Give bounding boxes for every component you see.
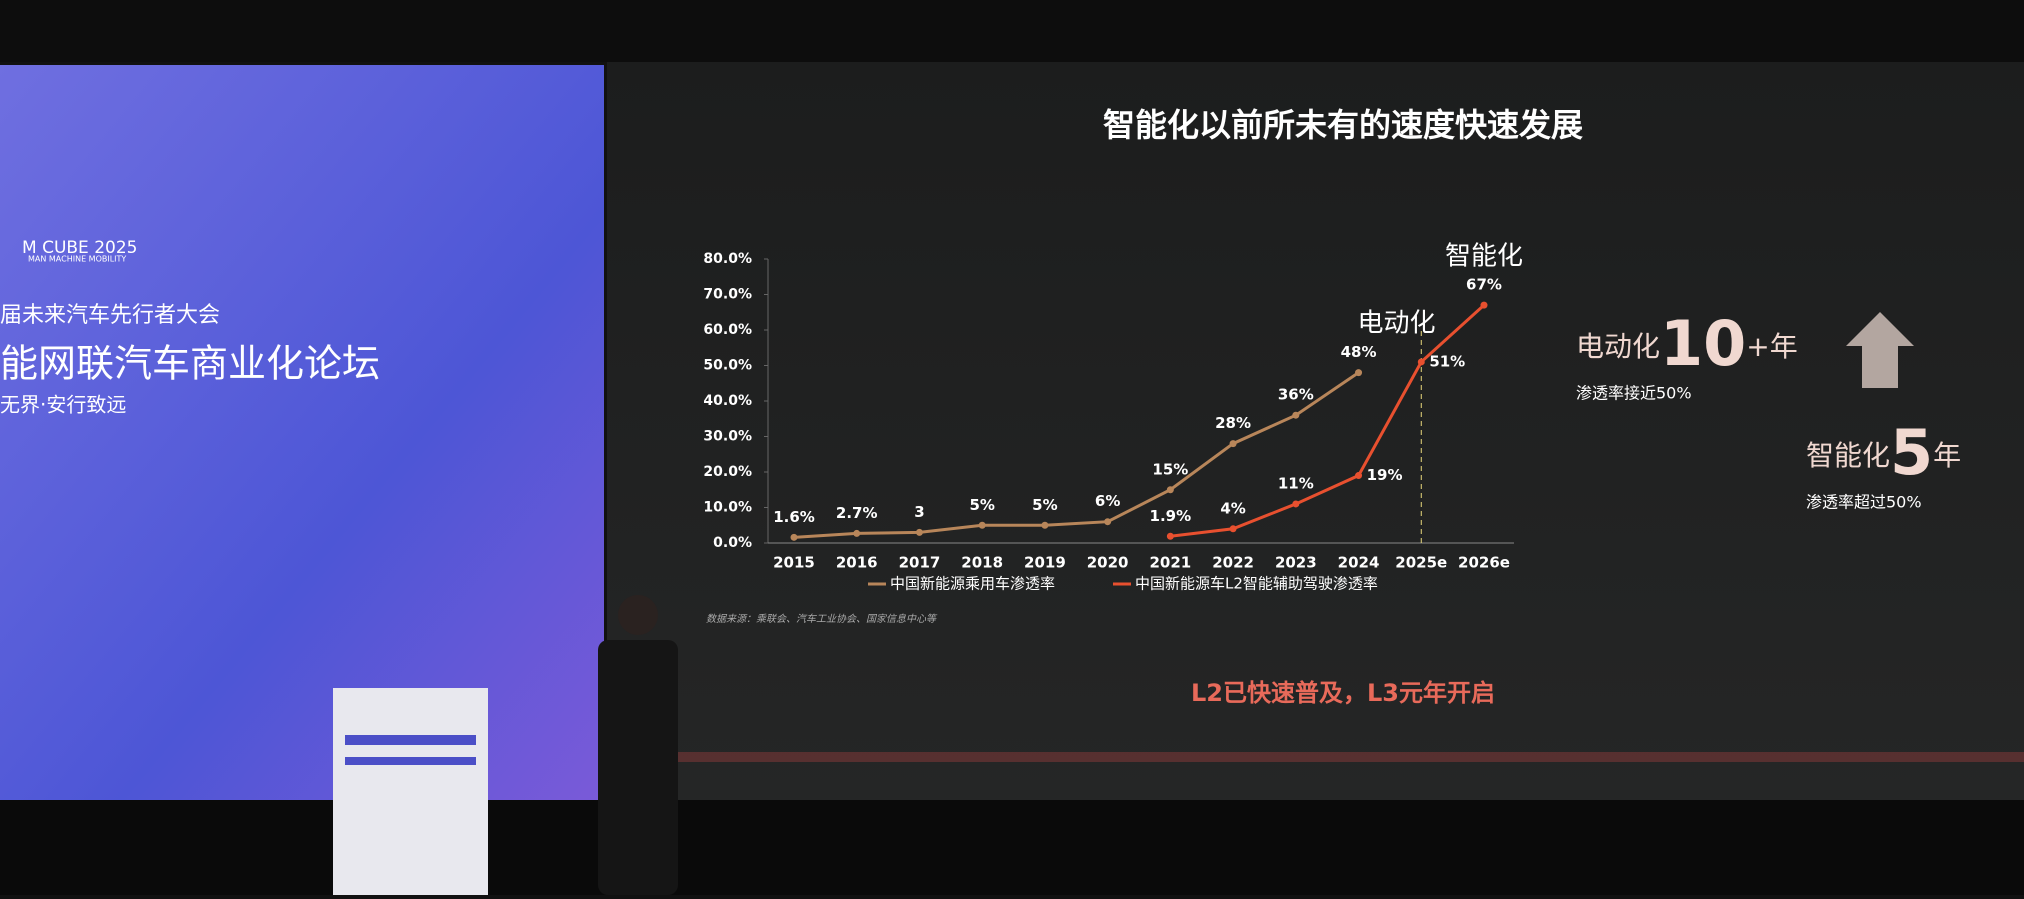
point: [1229, 440, 1237, 448]
legend-label: 中国新能源乘用车渗透率: [890, 575, 1055, 593]
x-tick-label: 2019: [1024, 554, 1066, 572]
forum: 能网联汽车商业化论坛: [0, 342, 380, 386]
value-label: 67%: [1466, 276, 1502, 294]
point: [1292, 500, 1300, 508]
value-label: 4%: [1220, 499, 1245, 517]
value-label: 6%: [1095, 492, 1120, 510]
value-label: 1.9%: [1150, 507, 1192, 525]
legend-label: 中国新能源车L2智能辅助驾驶渗透率: [1135, 575, 1378, 593]
point: [1104, 518, 1112, 526]
value-label: 11%: [1278, 474, 1314, 492]
side-note-part: 年: [1933, 439, 1961, 472]
y-tick-label: 80.0%: [703, 251, 752, 267]
x-tick-label: 2017: [899, 554, 941, 572]
y-tick-label: 20.0%: [703, 464, 752, 480]
ceiling: [0, 0, 2024, 62]
subtitle: L2已快速普及，L3元年开启: [1191, 679, 1495, 707]
point: [915, 528, 923, 536]
slogan: 无界·安行致远: [0, 393, 126, 417]
y-tick-label: 0.0%: [713, 535, 752, 551]
x-tick-label: 2026e: [1458, 554, 1510, 572]
chart-title: 智能化以前所未有的速度快速发展: [1103, 106, 1583, 144]
screen-strip: [607, 752, 2024, 762]
value-label: 1.6%: [773, 508, 815, 526]
logo-sub: MAN MACHINE MOBILITY: [28, 255, 126, 264]
x-tick-label: 2016: [836, 554, 878, 572]
source: 数据来源：乘联会、汽车工业协会、国家信息中心等: [706, 613, 938, 625]
annotation: 智能化: [1445, 242, 1523, 272]
value-label: 51%: [1429, 352, 1465, 370]
point: [978, 521, 986, 529]
series-line: [793, 371, 1360, 539]
point: [1480, 301, 1488, 309]
side-note: 电动化10+年: [1576, 307, 1798, 380]
point: [790, 533, 798, 541]
y-tick-label: 40.0%: [703, 393, 752, 409]
side-note-part: 电动化: [1576, 330, 1660, 363]
point: [1417, 358, 1425, 366]
side-note-detail: 渗透率接近50%: [1576, 384, 1692, 403]
y-tick-label: 50.0%: [703, 358, 752, 374]
value-label: 48%: [1341, 343, 1377, 361]
series-line: [1170, 304, 1486, 538]
side-note-part: 5: [1890, 416, 1933, 489]
value-label: 19%: [1367, 466, 1403, 484]
side-note-detail: 渗透率超过50%: [1806, 493, 1922, 512]
point: [1166, 486, 1174, 494]
speaker-head: [618, 595, 658, 635]
y-tick-label: 30.0%: [703, 429, 752, 445]
x-tick-label: 2025e: [1395, 554, 1447, 572]
screen: [607, 62, 2024, 800]
arrow-icon: [1846, 312, 1914, 388]
event: 届未来汽车先行者大会: [0, 303, 220, 328]
x-tick-label: 2018: [961, 554, 1003, 572]
logo: M CUBE 2025: [22, 238, 137, 258]
point: [1166, 532, 1174, 540]
side-note-part: 智能化: [1806, 439, 1890, 472]
annotation: 电动化: [1358, 309, 1436, 339]
value-label: 15%: [1152, 460, 1188, 478]
podium-stripe: [345, 757, 476, 765]
value-label: 5%: [1032, 496, 1057, 514]
y-tick-label: 60.0%: [703, 322, 752, 338]
podium: [333, 688, 488, 895]
value-label: 28%: [1215, 414, 1251, 432]
speaker: [598, 640, 678, 895]
y-tick-label: 10.0%: [703, 500, 752, 516]
podium-stripe: [345, 735, 476, 745]
stage-floor: [0, 800, 2024, 895]
point: [1355, 369, 1363, 377]
x-tick-label: 2023: [1275, 554, 1317, 572]
x-tick-label: 2020: [1087, 554, 1129, 572]
banner: [0, 65, 604, 800]
side-note-part: 10: [1660, 307, 1746, 380]
point: [1355, 472, 1363, 480]
x-tick-label: 2024: [1338, 554, 1380, 572]
point: [853, 529, 861, 537]
x-tick-label: 2021: [1149, 554, 1191, 572]
value-label: 36%: [1278, 386, 1314, 404]
value-label: 2.7%: [836, 504, 878, 522]
y-tick-label: 70.0%: [703, 287, 752, 303]
x-tick-label: 2022: [1212, 554, 1254, 572]
side-note: 智能化5年: [1806, 416, 1961, 489]
point: [1041, 521, 1049, 529]
point: [1229, 525, 1237, 533]
point: [1292, 411, 1300, 419]
value-label: 3: [914, 503, 924, 521]
side-note-part: +年: [1746, 330, 1797, 363]
x-tick-label: 2015: [773, 554, 815, 572]
value-label: 5%: [969, 496, 994, 514]
